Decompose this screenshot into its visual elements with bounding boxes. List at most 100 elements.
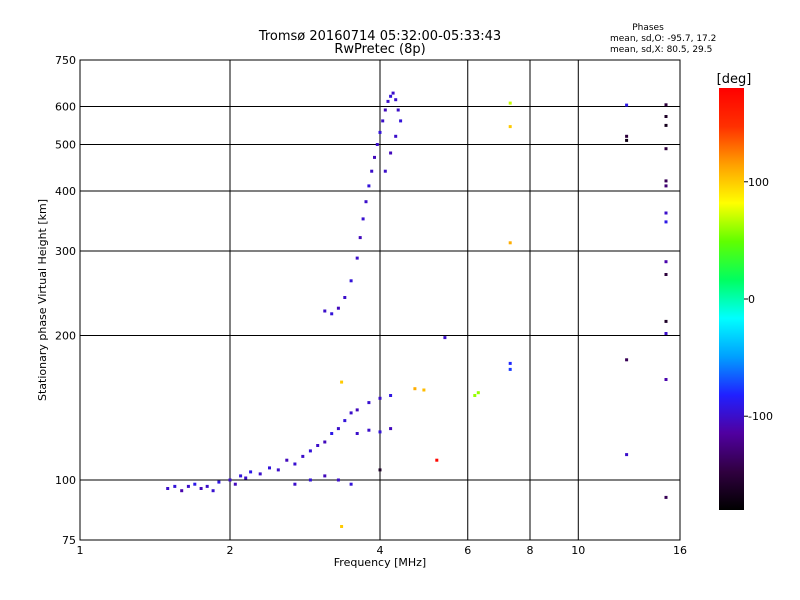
y-tick-label: 500 (55, 139, 76, 152)
data-point (285, 458, 289, 462)
data-point (664, 103, 668, 107)
data-point (349, 411, 353, 415)
data-point (316, 444, 320, 447)
data-point (308, 449, 312, 453)
data-point (664, 179, 668, 183)
data-point (364, 200, 368, 204)
y-tick-label: 600 (55, 101, 76, 114)
data-points (166, 91, 668, 528)
data-point (476, 391, 480, 395)
data-point (173, 484, 177, 488)
x-tick-label: 4 (377, 544, 384, 557)
data-point (367, 184, 371, 188)
y-tick-label: 100 (55, 474, 76, 487)
data-point (664, 260, 668, 264)
data-point (180, 489, 184, 493)
data-point (664, 211, 668, 215)
y-tick-label: 75 (62, 534, 76, 547)
data-point (389, 427, 393, 431)
data-point (399, 119, 403, 123)
data-point (217, 480, 221, 484)
data-point (396, 108, 400, 112)
data-point (625, 453, 629, 457)
stats-title: Phases (632, 23, 664, 33)
y-tick-label: 750 (55, 54, 76, 67)
data-point (625, 103, 629, 107)
data-point (330, 432, 334, 435)
data-point (373, 155, 376, 159)
data-point (394, 134, 398, 138)
stats-line-o: mean, sd,O: -95.7, 17.2 (610, 34, 716, 44)
data-point (193, 482, 197, 486)
data-point (336, 478, 340, 482)
plot-grid (80, 60, 680, 540)
x-tick-label: 16 (673, 544, 687, 557)
chart-title: Tromsø 20160714 05:32:00-05:33:43 (258, 29, 501, 44)
data-point (508, 125, 512, 129)
data-point (378, 396, 382, 400)
data-point (367, 401, 371, 405)
data-point (293, 462, 297, 466)
data-point (355, 256, 359, 260)
data-point (268, 466, 271, 470)
data-point (367, 428, 371, 432)
y-tick-label: 300 (55, 245, 76, 258)
data-point (239, 474, 243, 478)
data-point (340, 380, 344, 384)
x-tick-label: 2 (227, 544, 234, 557)
data-point (361, 217, 365, 221)
x-axis-ticks: 1 2 4 6 8 10 16 (77, 544, 688, 557)
data-point (233, 482, 237, 486)
data-point (664, 332, 668, 335)
data-point (386, 99, 390, 103)
data-point (336, 306, 340, 310)
x-axis-label: Frequency [MHz] (334, 556, 426, 569)
colorbar-tick-label: 100 (748, 176, 769, 189)
data-point (349, 482, 353, 486)
data-point (443, 336, 447, 340)
data-point (228, 478, 232, 482)
data-point (664, 495, 668, 499)
data-point (308, 478, 312, 482)
x-tick-label: 6 (464, 544, 471, 557)
data-point (625, 138, 629, 142)
data-point (358, 236, 362, 240)
colorbar-tick-label: 0 (748, 293, 755, 306)
data-point (508, 101, 512, 105)
data-point (389, 94, 393, 98)
data-point (664, 123, 668, 127)
data-point (664, 319, 668, 323)
y-axis-ticks: 75 100 200 300 400 500 600 750 (55, 54, 76, 547)
data-point (301, 454, 305, 458)
y-tick-label: 400 (55, 185, 76, 198)
plot-frame (79, 59, 681, 541)
data-point (199, 487, 203, 490)
data-point (383, 169, 387, 173)
data-point (343, 296, 347, 299)
data-point (370, 169, 374, 173)
data-point (381, 119, 385, 123)
colorbar (719, 88, 744, 510)
data-point (205, 484, 209, 488)
data-point (378, 130, 382, 134)
data-point (323, 474, 327, 478)
data-point (664, 378, 668, 381)
data-point (664, 273, 668, 276)
data-point (383, 108, 387, 112)
data-point (625, 134, 629, 138)
data-point (244, 476, 248, 480)
stats-line-x: mean, sd,X: 80.5, 29.5 (610, 45, 712, 55)
colorbar-ticks: 100 0 -100 (744, 176, 773, 423)
data-point (378, 430, 382, 434)
data-point (355, 408, 359, 412)
data-point (349, 279, 353, 283)
data-point (435, 458, 439, 462)
data-point (664, 147, 668, 151)
data-point (323, 309, 327, 313)
data-point (166, 487, 170, 490)
data-point (355, 432, 359, 435)
x-tick-label: 8 (527, 544, 534, 557)
data-point (186, 484, 190, 488)
data-point (389, 151, 393, 155)
